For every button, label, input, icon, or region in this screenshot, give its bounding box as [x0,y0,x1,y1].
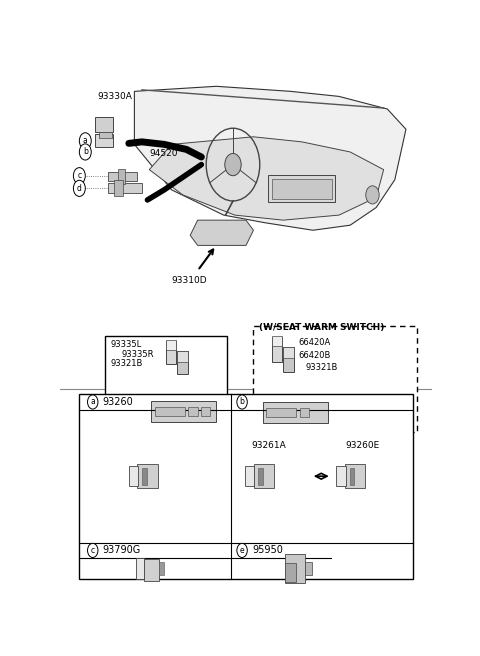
Bar [336,466,346,486]
Bar [96,117,113,132]
Bar [159,562,164,575]
Bar [108,183,142,193]
Bar [268,174,335,203]
Bar [177,352,188,361]
Bar [300,408,309,417]
Text: e: e [240,546,244,555]
Text: 93261A: 93261A [252,441,287,451]
Bar [114,180,123,196]
Text: b: b [240,398,244,407]
Bar [258,468,263,485]
Bar [137,464,158,488]
Bar [166,341,177,364]
Text: 93790G: 93790G [103,545,141,556]
Text: 93330A: 93330A [97,92,132,101]
Text: 93260E: 93260E [345,441,379,451]
Bar [79,394,413,579]
Bar [201,407,210,416]
Bar [188,407,198,416]
Bar [285,563,296,582]
Bar [254,464,274,488]
Bar [283,348,294,358]
Text: a: a [83,136,88,146]
Text: 93260: 93260 [103,397,133,407]
Polygon shape [134,87,406,230]
Bar [144,559,159,581]
Text: d: d [77,184,82,193]
Circle shape [79,144,91,160]
Text: 93310D: 93310D [172,276,207,285]
Text: c: c [91,546,95,555]
Text: 66420A: 66420A [298,338,330,347]
Bar [99,133,112,138]
Bar [305,562,312,575]
Bar [96,134,113,147]
Bar [349,468,354,485]
Text: c: c [77,171,82,180]
Bar [272,337,282,346]
Text: 93321B: 93321B [305,363,338,372]
Bar [136,558,144,579]
Text: 95950: 95950 [252,545,283,556]
Circle shape [237,543,247,558]
Bar [285,554,305,583]
Bar [253,326,417,432]
Bar [245,466,254,486]
Circle shape [73,180,85,196]
Text: 94520: 94520 [149,149,178,158]
Bar [142,468,147,485]
Polygon shape [190,220,253,245]
Bar [283,348,294,372]
Bar [166,340,177,350]
Circle shape [87,395,98,409]
Circle shape [366,186,379,204]
Text: 93335L: 93335L [110,340,142,350]
Bar [345,464,365,488]
Bar [263,402,328,423]
Bar [272,337,282,361]
Text: (W/SEAT WARM SWITCH): (W/SEAT WARM SWITCH) [259,323,384,333]
Text: 93321B: 93321B [110,359,143,367]
Bar [129,466,138,486]
Bar [155,407,185,416]
Bar [151,401,216,422]
Polygon shape [149,137,384,220]
Circle shape [79,133,91,149]
Circle shape [73,168,85,184]
Bar [266,408,296,417]
Bar [177,352,188,374]
Circle shape [225,154,241,176]
Circle shape [237,395,247,409]
Text: b: b [83,148,88,157]
Bar [108,172,137,181]
Circle shape [87,543,98,558]
Bar [105,337,228,424]
Bar [118,169,125,184]
Bar [272,178,332,199]
Bar [60,79,432,390]
Text: a: a [90,398,95,407]
Text: 93335R: 93335R [121,350,154,359]
Text: 66420B: 66420B [298,350,330,359]
